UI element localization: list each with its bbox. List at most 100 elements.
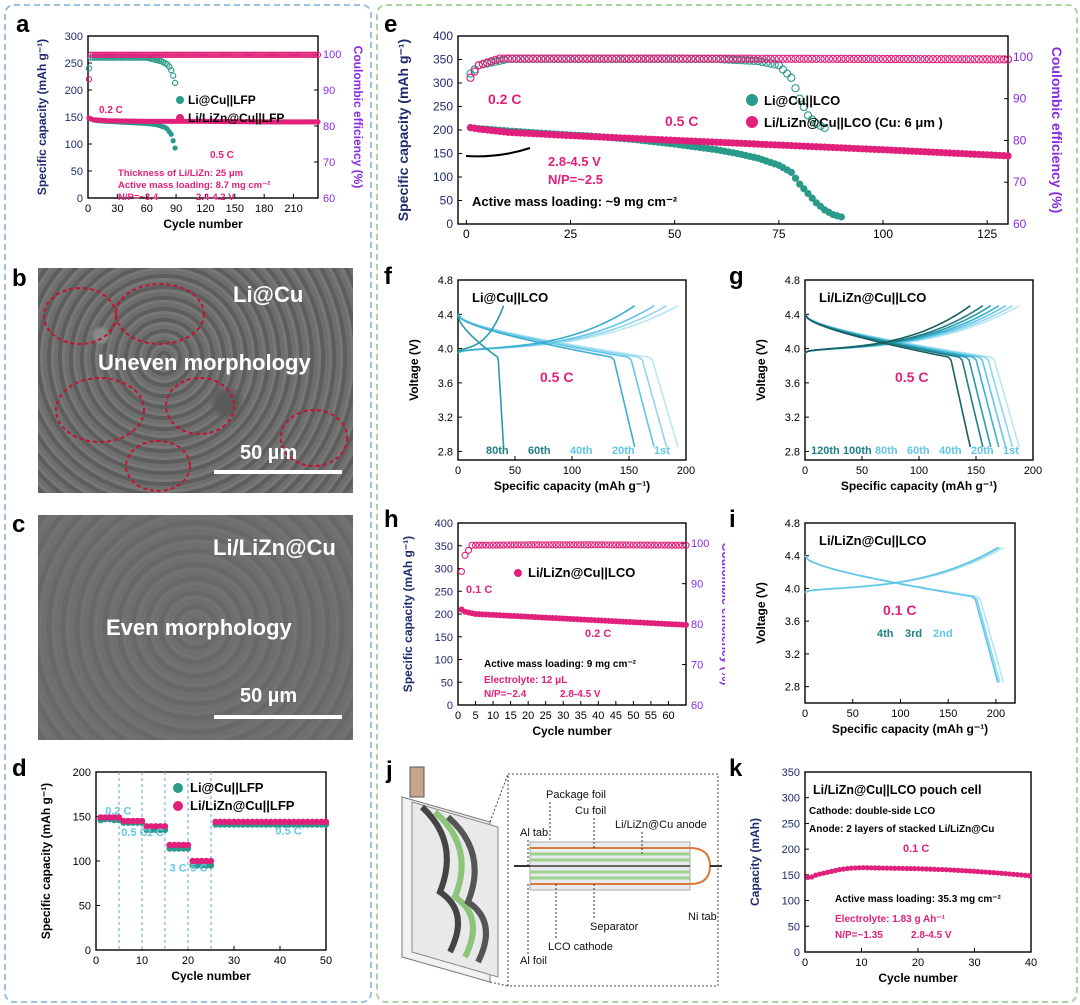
annotation-rate: 0.2 C	[488, 91, 521, 107]
ce-point	[271, 51, 279, 58]
ce-point	[928, 54, 938, 64]
y-tick-label: 3.6	[438, 378, 453, 390]
ce-point	[787, 73, 796, 82]
arrow-to-axis	[465, 147, 531, 158]
ce-point	[845, 54, 854, 64]
x-axis-label: Cycle number	[878, 971, 958, 985]
y2-axis-label: Coulombic efficiency (%)	[351, 46, 365, 189]
ce-point	[712, 54, 721, 63]
capacity-point	[212, 818, 219, 826]
ce-point	[512, 54, 521, 63]
ce-point	[520, 54, 529, 63]
ce-point	[105, 51, 112, 58]
ce-point	[733, 54, 742, 63]
cycle-label: 20th	[971, 445, 994, 457]
ce-point	[126, 51, 134, 58]
y2-tick-label: 60	[1013, 217, 1027, 231]
right-column-frame	[376, 4, 1078, 1003]
capacity-point	[999, 870, 1005, 876]
ce-point	[144, 51, 151, 58]
ce-point	[154, 51, 161, 58]
ce-point	[628, 54, 638, 63]
y-tick-label: 0	[446, 217, 453, 231]
ce-point	[275, 51, 283, 58]
ce-point	[891, 54, 900, 64]
annotation: Electrolyte: 12 μL	[484, 675, 567, 686]
x-tick-label: 125	[977, 227, 997, 240]
ce-point	[183, 51, 191, 58]
y-tick-label: 100	[782, 896, 800, 908]
ce-point	[858, 54, 867, 64]
cycle-label: 2nd	[933, 628, 953, 640]
ce-point	[478, 59, 488, 69]
ce-point	[799, 54, 808, 63]
ce-point	[824, 54, 833, 64]
ce-point	[624, 54, 633, 63]
x-tick-label: 50	[509, 465, 521, 477]
y2-tick-label: 70	[323, 157, 335, 169]
capacity-point	[244, 818, 251, 826]
ce-point	[653, 54, 663, 63]
capacity-point	[1010, 871, 1017, 877]
capacity-point	[805, 874, 811, 881]
x-tick-label: 40	[274, 955, 286, 967]
ce-point	[599, 54, 608, 63]
ce-point	[626, 541, 634, 549]
y-tick-label: 300	[435, 564, 453, 576]
ce-point	[728, 54, 738, 63]
ce-point	[211, 51, 218, 58]
y-axis-label: Specific capacity (mAh g⁻¹)	[35, 39, 49, 195]
x-tick-label: 30	[557, 710, 569, 722]
capacity-point	[809, 874, 815, 880]
ce-point	[878, 54, 888, 64]
ce-point	[577, 541, 585, 549]
y-tick-label: 300	[65, 31, 83, 43]
y-tick-label: 250	[65, 58, 83, 70]
chart-e: 0255075100125050100150200250300350400Cyc…	[384, 11, 1065, 240]
capacity-point	[189, 862, 196, 869]
voltage-curve	[457, 314, 505, 448]
y-tick-label: 4.8	[438, 275, 453, 287]
ce-point	[285, 51, 292, 58]
ce-point	[103, 51, 110, 58]
y-tick-label: 4.8	[785, 275, 800, 287]
ce-point	[538, 541, 546, 549]
ce-point	[244, 51, 251, 58]
label-al-tab: Al tab	[520, 827, 548, 839]
capacity-point	[904, 865, 910, 872]
x-tick-label: 40	[1025, 957, 1037, 969]
capacity-point	[840, 866, 847, 872]
ce-point	[521, 541, 529, 549]
y-tick-label: 200	[435, 609, 453, 621]
sem-c-scale-label: 50 µm	[240, 685, 298, 707]
capacity-point	[864, 865, 870, 871]
ce-point	[558, 54, 567, 63]
ce-point	[187, 51, 194, 58]
annotation: Active mass loading: 9 mg cm⁻²	[484, 659, 637, 670]
legend-label: Li@Cu||LFP	[190, 780, 264, 795]
voltage-curve	[804, 313, 972, 448]
chart-title: Li/LiZn@Cu||LCO	[819, 290, 926, 305]
ce-point	[224, 51, 232, 58]
ce-point	[173, 51, 181, 58]
ce-point	[148, 51, 155, 58]
ce-point	[682, 541, 690, 549]
ce-point	[258, 51, 265, 58]
label-lco-cathode: LCO cathode	[548, 941, 613, 953]
ce-point	[265, 51, 273, 58]
ce-point	[812, 54, 821, 63]
panel-letter-b: b	[12, 265, 27, 292]
ce-point	[987, 55, 996, 64]
chart-g: 0 50 100 150 200 2.8 3.2 3.6 4.0 4.4 4.8 Specific c…	[729, 263, 1042, 493]
ce-point	[310, 51, 318, 58]
ce-point	[666, 54, 675, 63]
ce-point	[870, 54, 879, 64]
ce-point	[603, 54, 613, 63]
capacity-point	[157, 823, 164, 830]
ce-point	[254, 51, 261, 58]
ce-point	[862, 54, 871, 64]
x-tick-label: 150	[226, 203, 244, 215]
ce-point	[470, 67, 479, 76]
cycle-label: 3rd	[905, 628, 922, 640]
ce-point	[559, 541, 567, 549]
